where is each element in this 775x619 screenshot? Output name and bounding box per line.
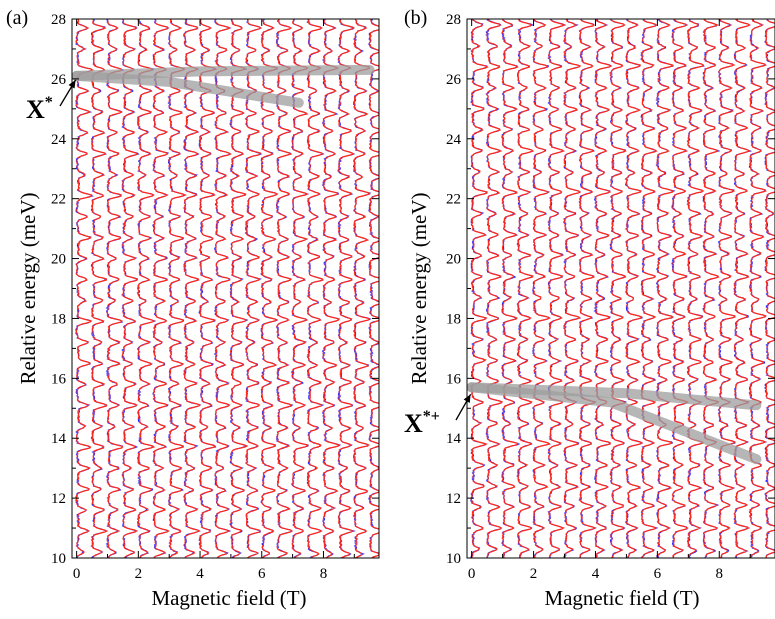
y-tick-label: 28 bbox=[446, 12, 461, 28]
panel-a-y-axis-label: Relative energy (meV) bbox=[16, 192, 40, 384]
x-tick-label: 8 bbox=[320, 566, 328, 582]
spectrum-trace-red-8 bbox=[595, 19, 611, 558]
y-tick-label: 14 bbox=[446, 431, 462, 447]
spectrum-trace-red-0 bbox=[76, 19, 92, 558]
x-tick-label: 8 bbox=[716, 566, 724, 582]
y-tick-label: 20 bbox=[51, 252, 66, 268]
y-tick-label: 20 bbox=[446, 252, 461, 268]
panel-a-label: (a) bbox=[6, 7, 28, 29]
y-tick-label: 26 bbox=[446, 72, 462, 88]
y-tick-label: 28 bbox=[51, 12, 66, 28]
spectrum-trace-red-3 bbox=[123, 19, 138, 558]
x-tick-label: 4 bbox=[196, 566, 204, 582]
y-tick-label: 22 bbox=[51, 192, 66, 208]
spectrum-trace-red-6 bbox=[564, 19, 580, 558]
x-tick-label: 0 bbox=[468, 566, 476, 582]
spectrum-trace-red-1 bbox=[92, 19, 107, 558]
spectrum-trace-red-9 bbox=[611, 19, 626, 558]
panel-a-annotation-sup: * bbox=[45, 94, 53, 111]
spectrum-trace-red-5 bbox=[549, 19, 565, 558]
y-tick-label: 24 bbox=[51, 132, 67, 148]
spectrum-trace-red-16 bbox=[323, 19, 339, 558]
y-tick-label: 12 bbox=[446, 491, 461, 507]
y-tick-label: 16 bbox=[446, 371, 462, 387]
x-tick-label: 6 bbox=[258, 566, 266, 582]
y-tick-label: 24 bbox=[446, 132, 462, 148]
highlight-band-0 bbox=[77, 76, 299, 103]
spectrum-trace-red-15 bbox=[308, 19, 323, 558]
y-tick-label: 12 bbox=[51, 491, 66, 507]
spectrum-trace-red-17 bbox=[734, 19, 749, 558]
panel-b-plot-frame bbox=[467, 19, 775, 558]
spectrum-trace-red-4 bbox=[533, 19, 549, 558]
spectrum-trace-red-10 bbox=[231, 19, 247, 558]
spectrum-trace-red-9 bbox=[215, 19, 230, 558]
spectrum-trace-red-7 bbox=[184, 19, 199, 558]
y-tick-label: 16 bbox=[51, 371, 67, 387]
spectrum-trace-red-2 bbox=[502, 19, 517, 558]
x-tick-label: 2 bbox=[530, 566, 538, 582]
spectrum-trace-red-13 bbox=[673, 19, 688, 558]
spectrum-trace-red-17 bbox=[339, 19, 354, 558]
spectrum-trace-red-14 bbox=[688, 19, 703, 558]
x-tick-label: 6 bbox=[654, 566, 662, 582]
spectrum-trace-red-15 bbox=[704, 19, 719, 558]
spectrum-trace-red-6 bbox=[169, 19, 185, 558]
panel-b-x-axis-label: Magnetic field (T) bbox=[544, 586, 699, 610]
spectrum-trace-red-5 bbox=[153, 19, 168, 558]
panel-b-traces bbox=[471, 19, 775, 558]
spectrum-trace-red-12 bbox=[657, 19, 673, 558]
spectrum-trace-red-18 bbox=[354, 19, 370, 558]
panel-a-traces bbox=[76, 19, 385, 558]
y-tick-label: 10 bbox=[51, 551, 66, 567]
spectrum-trace-red-16 bbox=[719, 19, 735, 558]
y-tick-label: 18 bbox=[51, 311, 66, 327]
panel-a-x-axis-label: Magnetic field (T) bbox=[151, 586, 306, 610]
panel-b-annotation-main: X bbox=[404, 409, 423, 438]
x-tick-label: 2 bbox=[135, 566, 143, 582]
panel-a-annotation-label: X* bbox=[26, 94, 53, 124]
panel-b-y-axis-label: Relative energy (meV) bbox=[407, 192, 431, 384]
panel-b-annotation-sup: *+ bbox=[423, 408, 440, 425]
y-tick-label: 10 bbox=[446, 551, 461, 567]
y-tick-label: 18 bbox=[446, 311, 461, 327]
y-tick-label: 14 bbox=[51, 431, 67, 447]
y-tick-label: 22 bbox=[446, 192, 461, 208]
panel-b-label: (b) bbox=[404, 7, 427, 29]
panel-a-annotation-main: X bbox=[26, 95, 45, 124]
x-tick-label: 0 bbox=[73, 566, 81, 582]
panel-a-plot-frame bbox=[72, 19, 379, 558]
x-tick-label: 4 bbox=[592, 566, 600, 582]
y-tick-label: 26 bbox=[51, 72, 67, 88]
highlight-band-1 bbox=[77, 70, 370, 76]
panel-b-annotation-label: X*+ bbox=[404, 408, 440, 438]
spectrum-trace-red-2 bbox=[107, 19, 123, 558]
